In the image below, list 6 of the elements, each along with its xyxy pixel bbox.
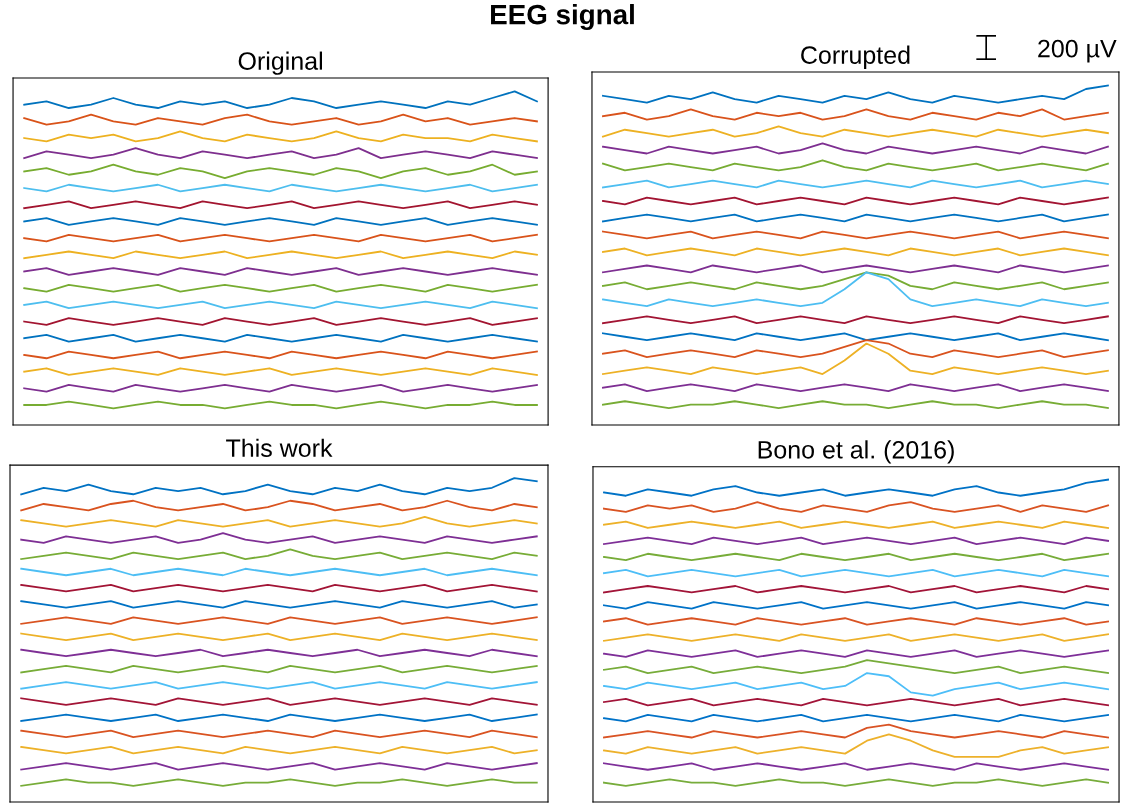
chart-title: This work [226,438,333,458]
chart-title: Original [238,51,322,75]
text: EEG signal [491,4,634,31]
chart-title: Bono et al. (2016) [758,440,954,464]
chart-title: Corrupted [801,45,910,69]
text: 200 µV [1038,39,1117,63]
